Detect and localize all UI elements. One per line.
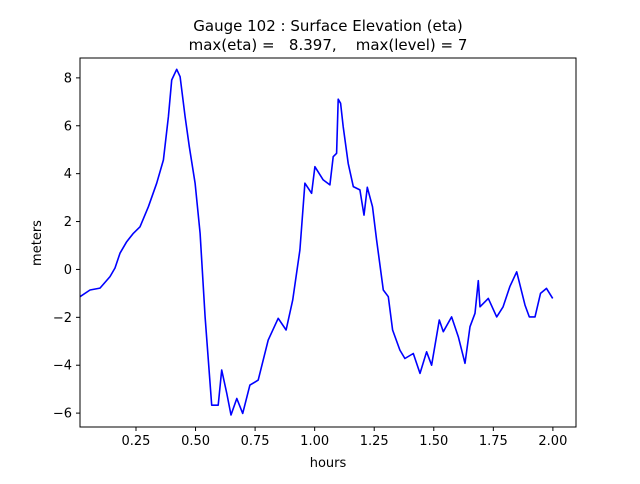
chart-subtitle: max(eta) = 8.397, max(level) = 7 (189, 36, 468, 54)
x-tick-label: 1.00 (300, 434, 329, 449)
y-axis-label: meters (30, 220, 45, 266)
x-axis: 0.25 0.50 0.75 1.00 1.25 1.50 1.75 2.00 (122, 427, 567, 449)
x-tick-label: 0.75 (241, 434, 270, 449)
x-axis-label: hours (310, 456, 347, 471)
x-tick-label: 1.75 (479, 434, 508, 449)
plot-frame (79, 57, 577, 428)
series-line-eta (79, 68, 554, 416)
x-tick-label: 1.25 (360, 434, 389, 449)
y-tick-label: 4 (64, 167, 72, 182)
y-tick-label: 6 (64, 119, 72, 134)
x-tick-label: 0.50 (181, 434, 210, 449)
x-tick-label: 1.50 (419, 434, 448, 449)
y-tick-label: 2 (64, 215, 72, 230)
y-tick-label: 8 (64, 71, 72, 86)
y-tick-label: −6 (53, 407, 72, 422)
y-tick-label: −2 (53, 311, 72, 326)
x-tick-label: 0.25 (122, 434, 151, 449)
y-tick-label: 0 (64, 263, 72, 278)
x-tick-label: 2.00 (538, 434, 567, 449)
y-axis: −6 −4 −2 0 2 4 6 8 (53, 71, 80, 422)
y-tick-label: −4 (53, 359, 72, 374)
chart-title: Gauge 102 : Surface Elevation (eta) (193, 17, 462, 35)
